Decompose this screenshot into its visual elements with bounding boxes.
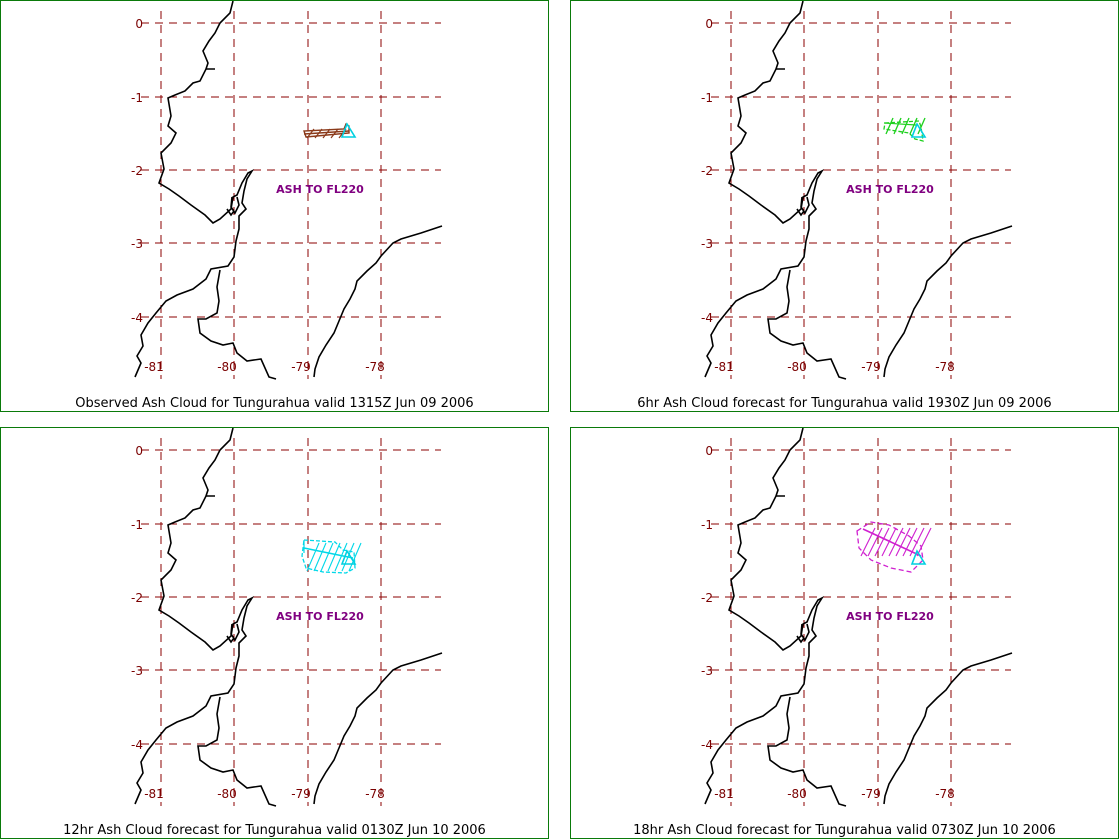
lat-tick-label: -3: [131, 237, 143, 251]
lon-tick-label: -81: [144, 787, 164, 801]
lat-tick-label: 0: [705, 17, 713, 31]
ash-altitude-label: ASH TO FL220: [276, 610, 364, 623]
lat-tick-label: -3: [701, 664, 713, 678]
lat-tick-label: -2: [131, 164, 143, 178]
lon-tick-label: -80: [787, 787, 807, 801]
map-12hr-forecast: 0 -1 -2 -3 -4 -81 -80 -79 -78 ASH TO FL220: [131, 428, 443, 807]
lat-tick-label: 0: [705, 444, 713, 458]
lat-lon-grid: [711, 438, 1011, 806]
lon-tick-label: -81: [714, 360, 734, 374]
caption-observed: Observed Ash Cloud for Tungurahua valid …: [75, 396, 474, 411]
volcano-icon: [340, 549, 357, 565]
ash-cloud: [883, 117, 926, 142]
lat-lon-grid: [141, 11, 441, 379]
lat-tick-label: -1: [701, 91, 713, 105]
lat-tick-label: -3: [701, 237, 713, 251]
map-observed: 0 -1 -2 -3 -4 -81 -80 -79 -78 ASH TO FL220: [131, 1, 443, 380]
coastline: [704, 428, 1013, 807]
ash-altitude-label: ASH TO FL220: [846, 183, 934, 196]
lat-tick-label: 0: [135, 17, 143, 31]
volcano-icon: [910, 549, 927, 565]
caption-12hr-forecast: 12hr Ash Cloud forecast for Tungurahua v…: [63, 823, 486, 838]
lat-tick-label: -1: [701, 518, 713, 532]
panel-18hr-forecast: 0 -1 -2 -3 -4 -81 -80 -79 -78 ASH TO FL220 18hr A…: [570, 427, 1119, 839]
lon-tick-label: -78: [935, 360, 955, 374]
lon-tick-label: -79: [291, 787, 311, 801]
lon-tick-label: -78: [935, 787, 955, 801]
caption-6hr-forecast: 6hr Ash Cloud forecast for Tungurahua va…: [637, 396, 1052, 411]
lon-tick-label: -80: [787, 360, 807, 374]
coastline: [704, 1, 1013, 380]
lon-tick-label: -78: [365, 787, 385, 801]
ash-cloud: [303, 122, 350, 139]
panel-observed: 0 -1 -2 -3 -4 -81 -80 -79 -78 ASH TO FL220 Observ…: [0, 0, 549, 412]
lon-tick-label: -80: [217, 360, 237, 374]
lon-tick-label: -79: [861, 787, 881, 801]
coastline: [134, 1, 443, 380]
map-18hr-forecast: 0 -1 -2 -3 -4 -81 -80 -79 -78 ASH TO FL220: [701, 428, 1013, 807]
lat-tick-label: -4: [131, 311, 143, 325]
lat-tick-label: -2: [131, 591, 143, 605]
volcano-icon: [910, 122, 927, 138]
lat-tick-label: -4: [701, 311, 713, 325]
ash-altitude-label: ASH TO FL220: [846, 610, 934, 623]
lat-tick-label: -2: [701, 164, 713, 178]
lon-tick-label: -79: [861, 360, 881, 374]
ash-cloud: [301, 539, 362, 574]
ash-cloud: [856, 521, 932, 573]
caption-18hr-forecast: 18hr Ash Cloud forecast for Tungurahua v…: [633, 823, 1056, 838]
lat-lon-grid: [711, 11, 1011, 379]
lat-tick-label: -4: [701, 738, 713, 752]
lat-tick-label: -3: [131, 664, 143, 678]
panel-12hr-forecast: 0 -1 -2 -3 -4 -81 -80 -79 -78 ASH TO FL220 12hr A…: [0, 427, 549, 839]
panel-6hr-forecast: 0 -1 -2 -3 -4 -81 -80 -79 -78 ASH TO FL220 6hr As…: [570, 0, 1119, 412]
lat-lon-grid: [141, 438, 441, 806]
lon-tick-label: -79: [291, 360, 311, 374]
lon-tick-label: -80: [217, 787, 237, 801]
lat-tick-label: -1: [131, 91, 143, 105]
lon-tick-label: -81: [144, 360, 164, 374]
coastline: [134, 428, 443, 807]
lon-tick-label: -81: [714, 787, 734, 801]
ash-altitude-label: ASH TO FL220: [276, 183, 364, 196]
lat-tick-label: -2: [701, 591, 713, 605]
lat-tick-label: 0: [135, 444, 143, 458]
map-6hr-forecast: 0 -1 -2 -3 -4 -81 -80 -79 -78 ASH TO FL220: [701, 1, 1013, 380]
lon-tick-label: -78: [365, 360, 385, 374]
volcano-icon: [340, 122, 357, 138]
lat-tick-label: -4: [131, 738, 143, 752]
lat-tick-label: -1: [131, 518, 143, 532]
